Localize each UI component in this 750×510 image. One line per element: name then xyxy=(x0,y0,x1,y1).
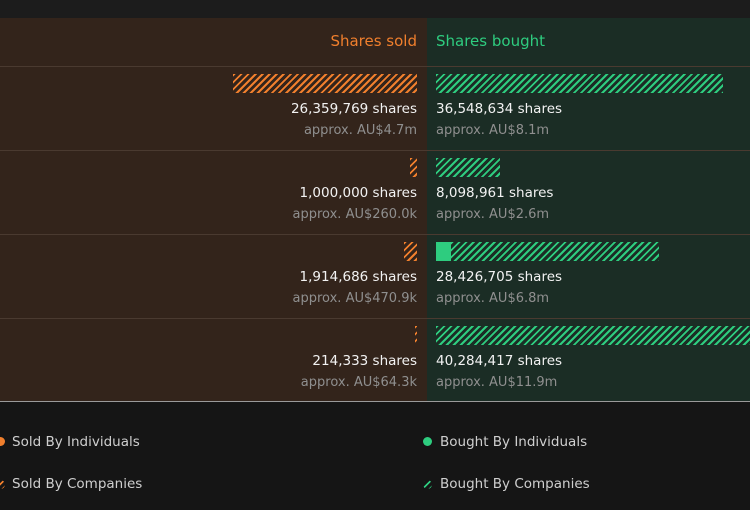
sold-individuals-legend-dot xyxy=(0,437,5,446)
insider-trading-chart: Shares sold Shares bought 26,359,769 sha… xyxy=(0,18,750,402)
bought-value-label: approx. AU$6.8m xyxy=(436,291,550,306)
legend-sold-companies: Sold By Companies xyxy=(12,476,143,492)
bought-shares-label: 36,548,634 shares xyxy=(436,101,563,117)
trade-row: 26,359,769 shares approx. AU$4.7m 36,548,6… xyxy=(0,66,750,150)
bought-shares-label: 8,098,961 shares xyxy=(436,185,554,201)
sold-shares-label: 26,359,769 shares xyxy=(290,101,417,117)
sold-value-label: approx. AU$470.9k xyxy=(292,291,417,306)
bought-companies-bar xyxy=(450,242,659,261)
row-divider xyxy=(0,318,750,319)
shares-sold-header: Shares sold xyxy=(330,32,417,50)
trade-row: 1,000,000 shares approx. AU$260.0k 8,098,9… xyxy=(0,150,750,234)
bought-value-label: approx. AU$11.9m xyxy=(436,375,558,390)
bought-individuals-bar xyxy=(436,242,451,261)
sold-companies-bar xyxy=(403,242,417,261)
bought-shares-label: 40,284,417 shares xyxy=(436,353,563,369)
bought-value-label: approx. AU$8.1m xyxy=(436,123,550,138)
sold-value-label: approx. AU$64.3k xyxy=(300,375,417,390)
bought-value-label: approx. AU$2.6m xyxy=(436,207,550,222)
sold-value-label: approx. AU$260.0k xyxy=(292,207,417,222)
top-bar xyxy=(0,0,750,18)
legend-bought-individuals: Bought By Individuals xyxy=(440,434,588,450)
sold-companies-bar xyxy=(232,74,417,93)
sold-shares-label: 1,000,000 shares xyxy=(299,185,417,201)
bought-companies-bar xyxy=(436,326,750,345)
sold-companies-bar xyxy=(410,158,417,177)
sold-companies-bar xyxy=(415,326,417,345)
trade-row: 1,914,686 shares approx. AU$470.9k 28,426,… xyxy=(0,234,750,318)
sold-shares-label: 214,333 shares xyxy=(312,353,417,369)
bought-companies-legend-dot xyxy=(423,480,432,489)
shares-bought-header: Shares bought xyxy=(436,32,545,50)
sold-shares-label: 1,914,686 shares xyxy=(299,269,417,285)
bought-companies-bar xyxy=(436,74,723,93)
bought-individuals-legend-dot xyxy=(423,437,432,446)
legend-sold-individuals: Sold By Individuals xyxy=(12,434,140,450)
row-divider xyxy=(0,150,750,151)
chart-bottom-border xyxy=(0,401,750,402)
sold-companies-legend-dot xyxy=(0,480,5,489)
bought-shares-label: 28,426,705 shares xyxy=(436,269,563,285)
bought-companies-bar xyxy=(436,158,500,177)
header-divider xyxy=(0,66,750,67)
row-divider xyxy=(0,234,750,235)
legend-bought-companies: Bought By Companies xyxy=(440,476,590,492)
trade-row: 214,333 shares approx. AU$64.3k 40,284,417… xyxy=(0,318,750,402)
sold-value-label: approx. AU$4.7m xyxy=(303,123,417,138)
